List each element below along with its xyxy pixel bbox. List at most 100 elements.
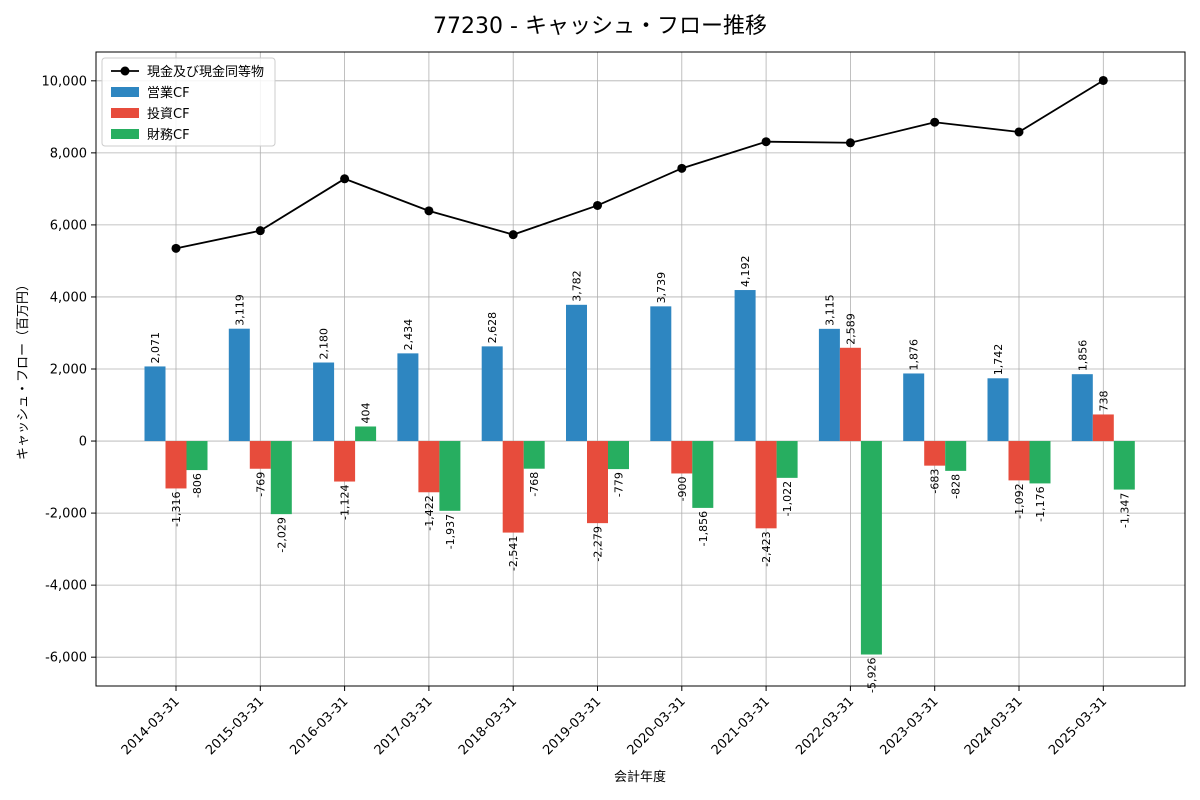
bar-value-label: -779 [613, 472, 626, 497]
bar-value-label: 1,742 [992, 344, 1005, 376]
y-tick-label: 10,000 [42, 74, 88, 89]
bar-財務CF [608, 441, 629, 470]
y-tick-label: -6,000 [45, 651, 87, 666]
bar-投資CF [839, 347, 861, 442]
bar-営業CF [734, 290, 756, 442]
bar-value-label: 3,739 [655, 272, 668, 304]
bar-value-label: 404 [360, 402, 373, 423]
bar-営業CF [566, 304, 587, 442]
legend-label: 財務CF [147, 128, 190, 143]
bar-value-label: 2,628 [486, 312, 499, 344]
legend-swatch [111, 129, 139, 139]
y-axis-label: キャッシュ・フロー（百万円） [16, 278, 31, 460]
bar-value-label: 1,876 [908, 339, 921, 371]
bar-value-label: -683 [929, 469, 942, 494]
bar-value-label: -1,856 [697, 511, 710, 546]
cash-balance-point [593, 200, 602, 210]
chart-title: 77230 - キャッシュ・フロー推移 [433, 14, 767, 39]
bar-財務CF [1113, 441, 1135, 490]
bar-value-label: -2,423 [760, 531, 773, 566]
x-tick-label: 2025-03-31 [1046, 694, 1110, 758]
bar-営業CF [818, 328, 840, 442]
bar-投資CF [165, 441, 187, 489]
x-axis: 2014-03-31 2015-03-31 2016-03-31 2017-03-31… [119, 686, 1110, 758]
bar-value-label: -2,279 [592, 526, 605, 561]
bar-value-label: -1,022 [781, 481, 794, 516]
y-tick-label: 0 [79, 435, 87, 450]
bar-投資CF [1008, 441, 1030, 481]
bar-財務CF [270, 441, 292, 515]
bar-投資CF [924, 441, 946, 466]
bar-財務CF [186, 441, 208, 471]
bar-財務CF [523, 441, 545, 469]
bar-投資CF [1092, 414, 1114, 442]
legend-swatch [111, 108, 139, 118]
bar-value-label: -1,176 [1034, 486, 1047, 521]
x-tick-label: 2020-03-31 [625, 694, 689, 758]
x-tick-label: 2017-03-31 [372, 694, 436, 758]
x-tick-label: 2019-03-31 [540, 694, 604, 758]
bar-value-label: -1,124 [339, 485, 352, 520]
bar-営業CF [228, 328, 250, 442]
data-labels-layer: 2,071 3,119 2,180 2,434 2,628 3,782 3,739 4,192… [149, 256, 1131, 693]
bar-投資CF [755, 441, 777, 529]
bar-value-label: 2,180 [318, 328, 331, 360]
bar-財務CF [355, 426, 377, 442]
x-tick-label: 2023-03-31 [877, 694, 941, 758]
cash-balance-point [171, 243, 181, 253]
bars-layer [144, 290, 1135, 655]
bar-投資CF [587, 441, 608, 524]
legend-marker [120, 66, 130, 76]
bar-財務CF [692, 441, 714, 508]
bar-営業CF [481, 346, 503, 442]
bar-value-label: -1,347 [1118, 493, 1131, 528]
bar-投資CF [249, 441, 271, 469]
y-tick-label: 2,000 [50, 363, 87, 378]
bar-営業CF [1071, 374, 1093, 442]
bar-value-label: -1,422 [423, 495, 436, 530]
cash-balance-point [255, 226, 265, 236]
cash-balance-point [508, 230, 518, 240]
cash-balance-point [1014, 127, 1024, 137]
bar-value-label: 738 [1097, 390, 1110, 411]
bar-value-label: -768 [528, 472, 541, 497]
bar-value-label: 3,115 [823, 294, 836, 326]
bar-営業CF [144, 366, 166, 442]
x-tick-label: 2024-03-31 [962, 694, 1026, 758]
bar-投資CF [418, 441, 440, 493]
legend-box [101, 57, 276, 147]
line-layer [171, 75, 1108, 253]
bar-value-label: -769 [254, 472, 267, 497]
y-axis: -6,000 -4,000 -2,000 0 2,000 4,000 6,000 8,000 1… [42, 74, 96, 666]
legend-label: 投資CF [147, 106, 190, 122]
legend-label: 現金及び現金同等物 [147, 64, 264, 80]
cash-balance-point [424, 206, 434, 216]
x-tick-label: 2021-03-31 [709, 694, 773, 758]
bar-財務CF [945, 441, 967, 471]
bar-value-label: -828 [950, 474, 963, 499]
legend-swatch [111, 87, 139, 97]
x-tick-label: 2016-03-31 [287, 694, 351, 758]
bar-value-label: 2,589 [844, 313, 857, 345]
bar-財務CF [860, 441, 882, 655]
x-axis-label: 会計年度 [614, 769, 666, 785]
cash-balance-point [340, 174, 350, 184]
x-tick-label: 2018-03-31 [456, 694, 520, 758]
bar-value-label: 4,192 [739, 256, 752, 288]
bar-value-label: -1,092 [1013, 483, 1026, 518]
bar-営業CF [987, 378, 1009, 442]
bar-営業CF [650, 306, 672, 442]
bar-value-label: -1,316 [170, 491, 183, 526]
bar-投資CF [334, 441, 356, 482]
bar-営業CF [397, 353, 419, 442]
bar-value-label: -5,926 [865, 658, 878, 693]
y-tick-label: 4,000 [50, 290, 87, 305]
bar-value-label: -2,029 [275, 517, 288, 552]
cash-balance-point [845, 138, 855, 148]
legend-label: 営業CF [147, 85, 190, 101]
cash-balance-point [677, 163, 687, 173]
bar-value-label: -2,541 [507, 536, 520, 571]
